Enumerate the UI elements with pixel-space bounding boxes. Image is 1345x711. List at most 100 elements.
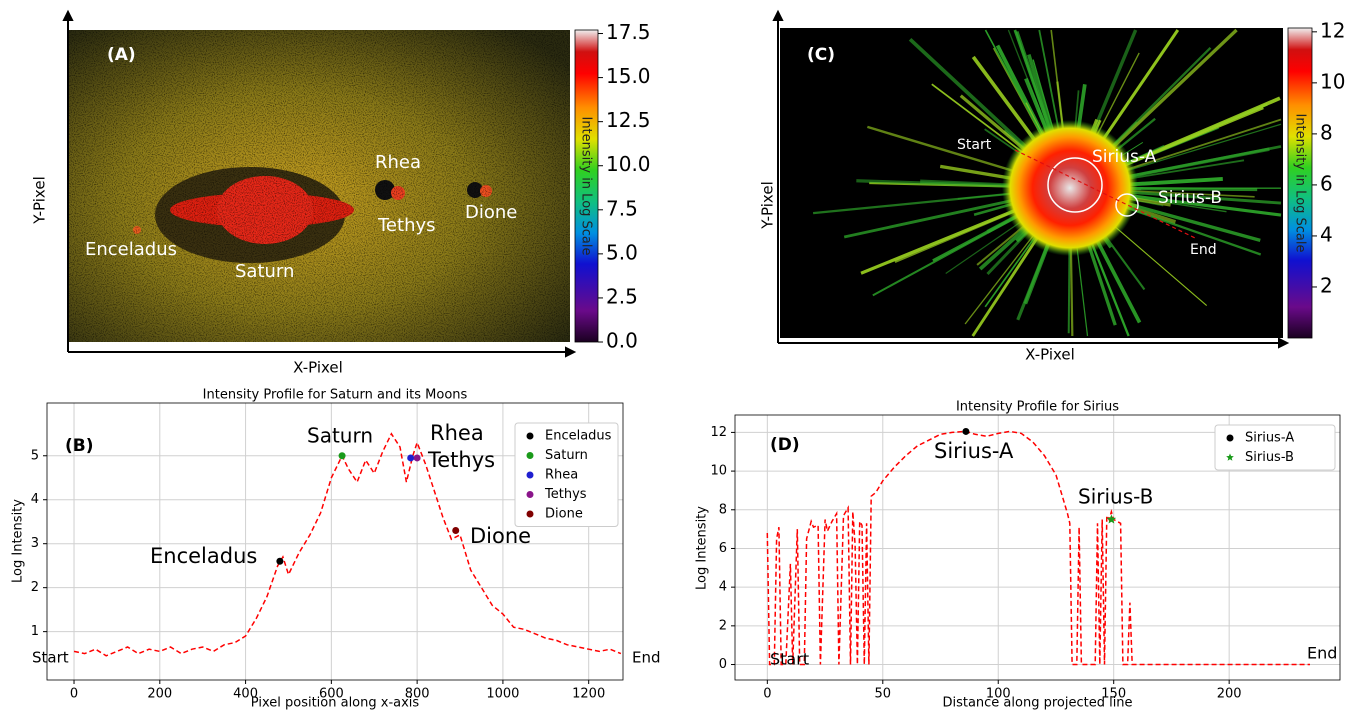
x-tick-label: 200: [1217, 687, 1242, 702]
point: [962, 427, 970, 435]
x-tick-label: 1000: [486, 687, 519, 702]
point: [338, 452, 346, 460]
arrow: [565, 346, 577, 358]
colorbar: [1287, 27, 1313, 339]
y-axis-label: Log Intensity: [695, 506, 710, 590]
x-axis-label: X-Pixel: [293, 359, 343, 377]
y-tick-label: 8: [719, 502, 727, 517]
annotation: Enceladus: [85, 239, 177, 260]
point: [452, 527, 460, 535]
noise: [68, 30, 570, 342]
y-axis-label: Y-Pixel: [31, 176, 49, 225]
annotation: Dione: [465, 202, 517, 223]
colorbar-tick-label: 12.5: [606, 108, 651, 132]
colorbar-tick-label: 10.0: [606, 152, 651, 176]
annotation: Dione: [470, 524, 531, 548]
legend-marker: [526, 491, 534, 498]
y-tick-label: 2: [31, 580, 39, 595]
colorbar-tick-label: 15.0: [606, 64, 651, 88]
annotation: Sirius-A: [1092, 147, 1157, 167]
colorbar: [574, 29, 599, 343]
x-tick-label: 200: [147, 687, 172, 702]
y-tick-label: 4: [31, 492, 39, 507]
axes-c: [772, 9, 1290, 349]
colorbar-tick-label: 2.5: [606, 284, 638, 308]
annotation: End: [632, 649, 661, 667]
annotation: Sirius-B: [1078, 485, 1153, 509]
legend-marker: [526, 432, 534, 440]
y-tick-label: 3: [31, 536, 39, 551]
annotation: Rhea: [430, 421, 484, 445]
legend-label: Rhea: [545, 468, 578, 483]
legend-label: Sirius-A: [1245, 431, 1294, 446]
annotation: Start: [32, 649, 69, 667]
annotation: Enceladus: [150, 544, 257, 568]
annotation: Sirius-B: [1158, 188, 1222, 208]
panel-label: (C): [807, 45, 835, 65]
colorbar-tick-label: 5.0: [606, 240, 638, 264]
chart-title: Intensity Profile for Saturn and its Moo…: [203, 388, 468, 403]
data-line: [766, 430, 1310, 666]
annotation: Tethys: [377, 215, 436, 236]
colorbar-tick-label: 4: [1320, 222, 1333, 246]
y-axis-label: Log Intensity: [11, 499, 26, 583]
annotation: Start: [770, 650, 809, 669]
x-axis-label: Distance along projected line: [942, 696, 1132, 711]
arrow: [1278, 337, 1290, 349]
legend-box: [514, 422, 619, 527]
sirius-a-circle: [1047, 157, 1103, 213]
y-tick-label: 2: [719, 618, 727, 633]
x-tick-label: 600: [319, 687, 344, 702]
legend-label: Sirius-B: [1245, 450, 1294, 465]
y-tick-label: 10: [710, 464, 727, 479]
colorbar-tick-label: 7.5: [606, 196, 638, 220]
annotation: Rhea: [375, 152, 421, 173]
legend-label: Enceladus: [545, 429, 612, 444]
point: [276, 557, 284, 565]
colorbar-label: Intensity in Log Scale: [579, 116, 594, 255]
y-tick-label: 4: [719, 580, 727, 595]
arrow: [62, 9, 74, 21]
axes-a: [62, 9, 577, 358]
colorbar-tick-label: 17.5: [606, 20, 651, 44]
legend-marker: [1226, 453, 1234, 461]
colorbar-tick-label: 2: [1320, 273, 1333, 297]
chart-title: Intensity Profile for Sirius: [956, 400, 1119, 415]
x-tick-label: 1200: [572, 687, 605, 702]
y-tick-label: 0: [719, 657, 727, 672]
arrow: [772, 9, 784, 21]
annotation: Saturn: [307, 424, 373, 448]
legend-label: Dione: [545, 507, 583, 522]
plot-frame: [46, 402, 624, 681]
colorbar-label: Intensity in Log Scale: [1293, 113, 1308, 252]
legend-marker: [1226, 434, 1234, 442]
annotation: Sirius-A: [934, 439, 1014, 463]
point: [1106, 514, 1117, 524]
colorbar-tick-label: 8: [1320, 120, 1333, 144]
annotation: Tethys: [427, 448, 495, 472]
colorbar-tick-label: 10: [1320, 69, 1345, 93]
colorbar-tick-label: 0.0: [606, 329, 638, 353]
annotation: Start: [957, 137, 992, 153]
x-tick-label: 0: [763, 687, 771, 702]
panel-label: (A): [107, 45, 136, 65]
x-axis-label: X-Pixel: [1025, 346, 1075, 364]
plot-frame: [734, 414, 1341, 681]
colorbar-tick-label: 12: [1320, 18, 1345, 42]
y-tick-label: 5: [31, 448, 39, 463]
image-c: [780, 28, 1283, 338]
y-tick-label: 12: [710, 425, 727, 440]
x-tick-label: 0: [70, 687, 78, 702]
legend-marker: [526, 452, 534, 459]
annotation: Saturn: [235, 261, 294, 282]
legend-label: Saturn: [545, 448, 588, 463]
point: [407, 454, 415, 462]
projection-line: [1014, 149, 1196, 239]
x-tick-label: 150: [1101, 687, 1126, 702]
sirius-b-circle: [1115, 193, 1139, 217]
y-axis-label: Y-Pixel: [759, 181, 777, 230]
point: [413, 454, 421, 462]
image-a: [68, 30, 570, 342]
panel-label: (B): [65, 436, 94, 456]
